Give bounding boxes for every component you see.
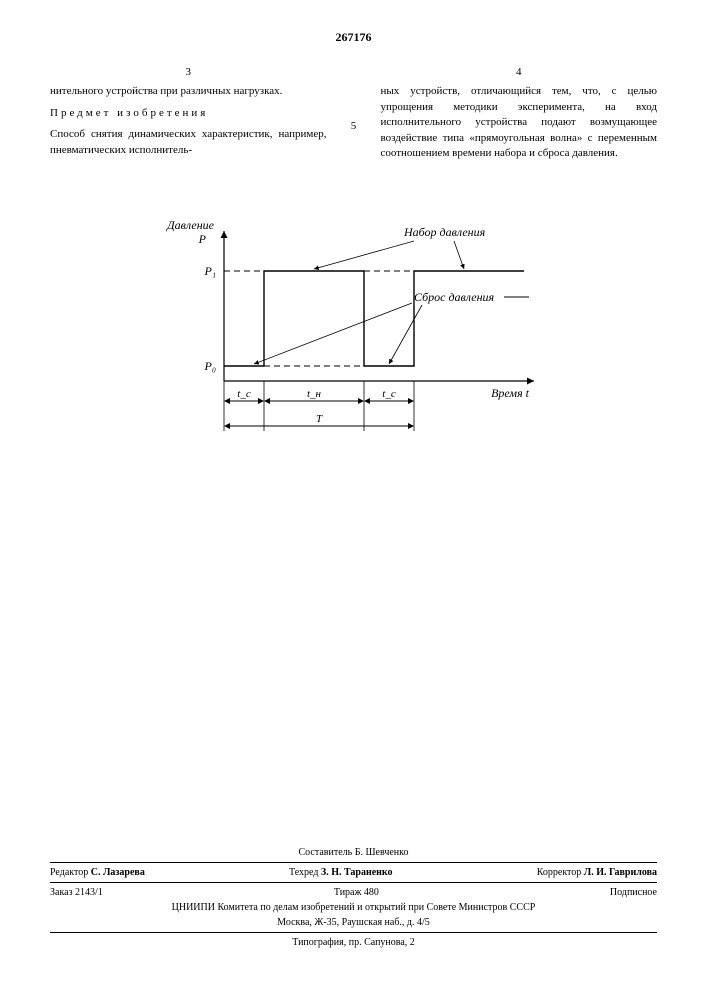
left-text-1: нительного устройства при различных нагр… — [50, 84, 327, 99]
svg-text:P₀: P₀ — [203, 359, 216, 373]
footer-block: Составитель Б. Шевченко Редактор С. Лаза… — [50, 845, 657, 950]
compiler-line: Составитель Б. Шевченко — [50, 845, 657, 860]
svg-text:t_c: t_c — [382, 388, 396, 400]
svg-text:T: T — [315, 413, 322, 425]
left-column: 3 нительного устройства при различных на… — [50, 65, 327, 161]
order-row: Заказ 2143/1 Тираж 480 Подписное — [50, 885, 657, 900]
svg-text:t_н: t_н — [306, 388, 321, 400]
credits-row: Редактор С. Лазарева Техред З. Н. Таране… — [50, 865, 657, 880]
left-text-2: Способ снятия динамических характери­сти… — [50, 127, 327, 158]
right-text: ных устройств, отличающийся тем, что, с … — [381, 84, 658, 161]
svg-text:t_c: t_c — [237, 388, 251, 400]
patent-number: 267176 — [50, 30, 657, 45]
subject-heading: Предмет изобретения — [50, 106, 327, 121]
svg-text:Набор давления: Набор давления — [403, 225, 486, 239]
pressure-diagram: ДавлениеP Время t P₁ P₀ t_c t_н t_c T Набор давл… — [154, 191, 554, 471]
order-no: Заказ 2143/1 — [50, 887, 103, 898]
center-line-number: 5 — [347, 65, 361, 161]
svg-text:Время t: Время t — [491, 386, 530, 400]
text-columns: 3 нительного устройства при различных на… — [50, 65, 657, 161]
typography-line: Типография, пр. Сапунова, 2 — [50, 935, 657, 950]
addr-line: Москва, Ж-35, Раушская наб., д. 4/5 — [50, 915, 657, 930]
svg-text:Сброс давления: Сброс давления — [414, 290, 495, 304]
svg-text:P₁: P₁ — [203, 264, 216, 278]
techred: Техред З. Н. Тараненко — [289, 867, 393, 878]
right-column: 4 ных устройств, отличающийся тем, что, … — [381, 65, 658, 161]
tirazh: Тираж 480 — [334, 887, 379, 898]
svg-text:Давление: Давление — [166, 218, 215, 232]
col-num-left: 3 — [50, 65, 327, 80]
corrector: Корректор Л. И. Гаврилова — [537, 867, 657, 878]
editor: Редактор С. Лазарева — [50, 867, 145, 878]
col-num-right: 4 — [381, 65, 658, 80]
svg-text:P: P — [197, 232, 206, 246]
podpisnoe: Подписное — [610, 887, 657, 898]
org-line: ЦНИИПИ Комитета по делам изобретений и о… — [50, 900, 657, 915]
